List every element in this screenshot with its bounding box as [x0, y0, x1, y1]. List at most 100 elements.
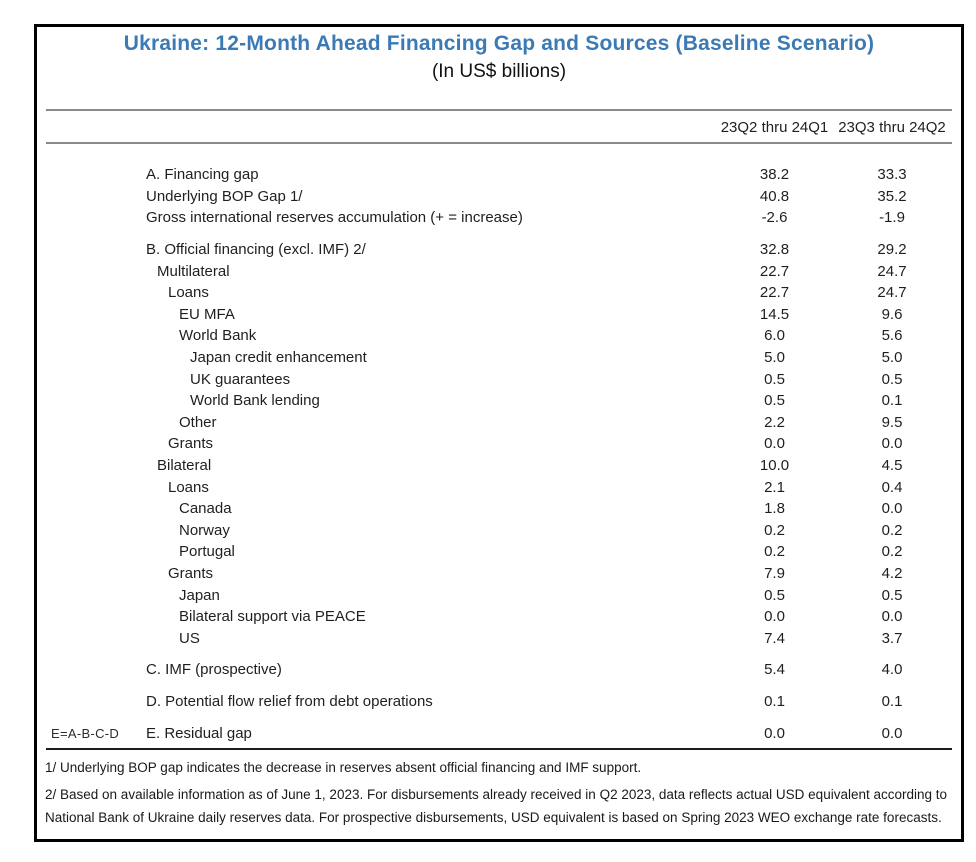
table-row: Japan credit enhancement 5.0 5.0: [46, 347, 952, 369]
row-value-col1: 10.0: [759, 457, 790, 475]
footnotes: 1/ Underlying BOP gap indicates the decr…: [45, 756, 953, 833]
row-value-col2: 29.2: [877, 241, 907, 259]
row-label: D. Potential flow relief from debt opera…: [146, 692, 433, 710]
row-value-col2: 5.0: [881, 349, 903, 367]
row-label: Grants: [168, 564, 214, 582]
row-label: Loans: [168, 284, 209, 302]
row-label: EU MFA: [179, 305, 235, 323]
table-row: Gross international reserves accumulatio…: [46, 207, 952, 229]
footnote-1: 1/ Underlying BOP gap indicates the decr…: [45, 760, 642, 775]
table-frame: Ukraine: 12-Month Ahead Financing Gap an…: [34, 24, 964, 842]
table-row: Multilateral 22.7 24.7: [46, 260, 952, 282]
page-title: Ukraine: 12-Month Ahead Financing Gap an…: [123, 32, 875, 55]
row-value-col1: 0.0: [764, 724, 785, 742]
table-row: Bilateral support via PEACE 0.0 0.0: [46, 606, 952, 628]
row-label: Bilateral support via PEACE: [179, 608, 366, 626]
table-row: Grants 0.0 0.0: [46, 433, 952, 455]
row-value-col2: 35.2: [877, 187, 907, 205]
row-value-col2: 0.0: [881, 724, 903, 742]
row-label: Gross international reserves accumulatio…: [146, 209, 523, 227]
row-value-col2: 0.0: [881, 435, 903, 453]
row-label: Norway: [179, 521, 230, 539]
row-label: Multilateral: [157, 262, 230, 280]
row-label: Portugal: [179, 543, 235, 561]
table-row: World Bank lending 0.5 0.1: [46, 390, 952, 412]
row-value-col1: 0.5: [764, 370, 785, 388]
row-value-col2: 0.5: [881, 586, 903, 604]
row-value-col1: 0.5: [764, 586, 785, 604]
table-row: Bilateral 10.0 4.5: [46, 455, 952, 477]
row-value-col2: 0.0: [881, 608, 903, 626]
row-label: Grants: [168, 435, 214, 453]
row-value-col2: 9.5: [881, 413, 903, 431]
row-value-col1: 0.2: [764, 543, 785, 561]
row-label: Loans: [168, 478, 209, 496]
table-row: Underlying BOP Gap 1/ 40.8 35.2: [46, 186, 952, 208]
column-header-period-1: 23Q2 thru 24Q1: [720, 118, 829, 136]
row-label: Bilateral: [157, 457, 212, 475]
row-label: US: [179, 629, 200, 647]
row-value-col1: 0.5: [764, 392, 785, 410]
row-value-col2: 0.0: [881, 500, 903, 518]
row-value-col1: 2.2: [764, 413, 785, 431]
row-label: E. Residual gap: [146, 724, 252, 742]
table-row: Loans 2.1 0.4: [46, 476, 952, 498]
row-label: Canada: [179, 500, 232, 518]
row-value-col2: 9.6: [881, 305, 903, 323]
row-label: Japan credit enhancement: [190, 349, 367, 367]
row-value-col1: 14.5: [759, 305, 790, 323]
table-row: C. IMF (prospective) 5.4 4.0: [46, 659, 952, 681]
row-value-col1: 5.4: [764, 661, 785, 679]
row-value-col2: -1.9: [879, 209, 905, 227]
row-value-col2: 0.2: [881, 543, 903, 561]
column-header-row: 23Q2 thru 24Q1 23Q3 thru 24Q2: [46, 115, 952, 139]
row-label: Other: [179, 413, 217, 431]
table-row: Norway 0.2 0.2: [46, 520, 952, 542]
row-value-col2: 24.7: [877, 262, 907, 280]
header-rule-top: [46, 109, 952, 111]
row-label: C. IMF (prospective): [146, 661, 282, 679]
table-row: B. Official financing (excl. IMF) 2/ 32.…: [46, 239, 952, 261]
row-value-col1: 7.9: [764, 564, 785, 582]
row-label: World Bank lending: [190, 392, 320, 410]
row-value-col2: 4.2: [881, 564, 903, 582]
row-value-col2: 0.4: [881, 478, 903, 496]
row-value-col2: 4.5: [881, 457, 903, 475]
table-body: A. Financing gap 38.2 33.3 Underlying BO…: [46, 164, 952, 744]
row-label: World Bank: [179, 327, 257, 345]
row-label: Underlying BOP Gap 1/: [146, 187, 303, 205]
row-value-col2: 33.3: [877, 166, 907, 184]
table-row: US 7.4 3.7: [46, 627, 952, 649]
row-value-col2: 0.5: [881, 370, 903, 388]
row-value-col1: 22.7: [759, 262, 790, 280]
table-row: Grants 7.9 4.2: [46, 563, 952, 585]
row-value-col1: 22.7: [759, 284, 790, 302]
row-value-col2: 0.1: [881, 392, 903, 410]
table-row: Other 2.2 9.5: [46, 412, 952, 434]
row-value-col1: 32.8: [759, 241, 790, 259]
row-label: UK guarantees: [190, 370, 291, 388]
row-value-col1: 0.0: [764, 608, 785, 626]
row-label: A. Financing gap: [146, 166, 259, 184]
row-value-col1: 40.8: [759, 187, 790, 205]
row-label: B. Official financing (excl. IMF) 2/: [146, 241, 366, 259]
table-row: World Bank 6.0 5.6: [46, 325, 952, 347]
row-label: Japan: [179, 586, 220, 604]
row-value-col2: 3.7: [881, 629, 903, 647]
row-value-col1: 0.1: [764, 692, 785, 710]
row-value-col1: 38.2: [759, 166, 790, 184]
table-row: UK guarantees 0.5 0.5: [46, 368, 952, 390]
header-rule-bottom: [46, 142, 952, 144]
row-value-col1: 0.2: [764, 521, 785, 539]
row-value-col1: -2.6: [761, 209, 788, 227]
page-subtitle: (In US$ billions): [431, 61, 567, 82]
row-formula-note: E=A-B-C-D: [51, 725, 120, 741]
table-row: D. Potential flow relief from debt opera…: [46, 691, 952, 713]
table-row: Canada 1.8 0.0: [46, 498, 952, 520]
row-value-col1: 6.0: [764, 327, 785, 345]
table-row: E=A-B-C-D E. Residual gap 0.0 0.0: [46, 722, 952, 744]
row-value-col1: 2.1: [764, 478, 785, 496]
table-row: Portugal 0.2 0.2: [46, 541, 952, 563]
row-value-col2: 0.2: [881, 521, 903, 539]
row-value-col2: 5.6: [881, 327, 903, 345]
